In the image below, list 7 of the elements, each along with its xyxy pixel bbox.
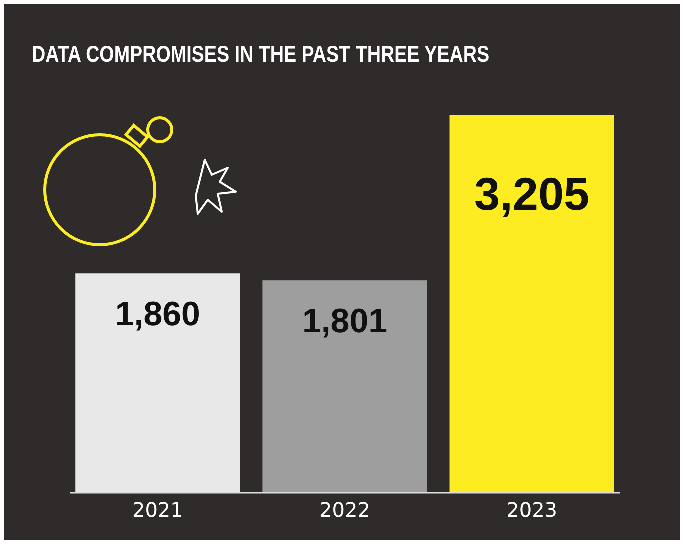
x-tick-label: 2023 [506, 498, 558, 522]
data-label: 1,860 [115, 296, 200, 334]
x-tick-label: 2021 [132, 498, 184, 522]
x-tick-label: 2022 [320, 498, 370, 522]
data-label: 3,205 [474, 168, 590, 220]
chart-title: DATA COMPROMISES IN THE PAST THREE YEARS [32, 42, 490, 68]
data-label: 1,801 [302, 302, 388, 340]
